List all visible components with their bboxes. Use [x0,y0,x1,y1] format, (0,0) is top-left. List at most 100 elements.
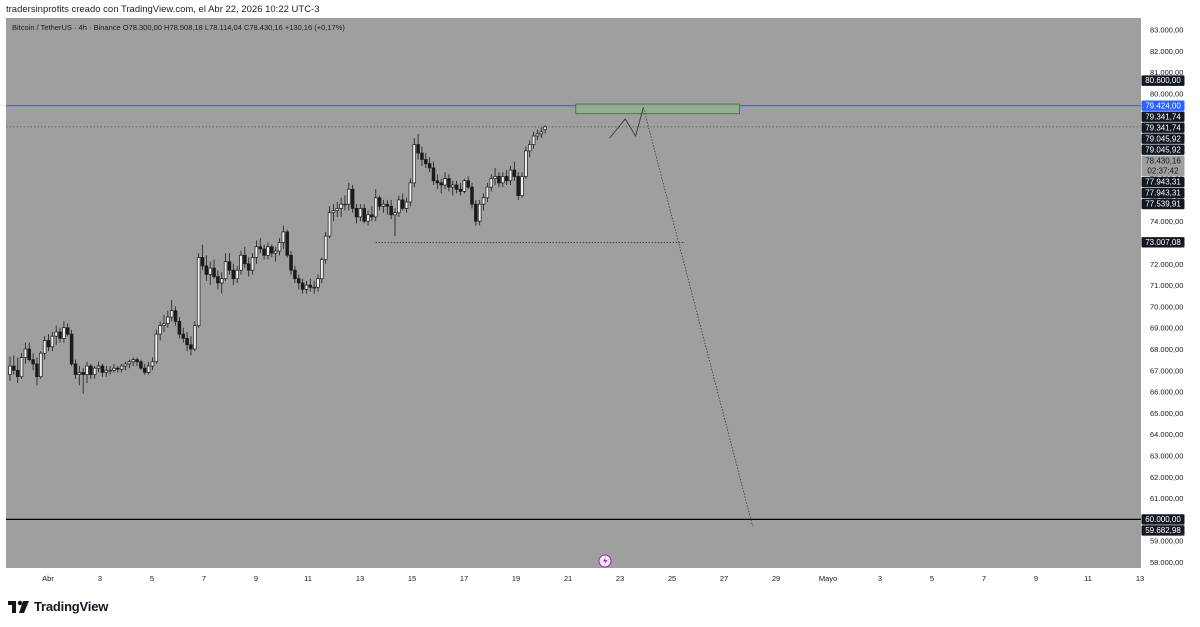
candle-body [354,208,359,218]
candle-body [31,359,35,365]
candle-body [339,203,343,209]
candle-body [404,201,409,209]
candle-body [196,257,201,326]
candle-body [116,367,120,370]
candle-body [389,205,393,216]
candle-body [193,325,197,350]
price-badge-label: 77.539,91 [1145,200,1181,209]
candle-body [104,369,108,373]
candle-body [58,331,62,339]
candle-body [212,267,216,277]
candle-body [477,203,482,222]
price-badge [1141,122,1185,133]
price-tick-label: 81.000,00 [1150,68,1183,77]
price-badge [1141,133,1185,144]
price-tick-label: 82.000,00 [1150,47,1183,56]
price-tick-label: 59.000,00 [1150,537,1183,546]
price-badge-countdown: 02:37:42 [1147,167,1179,176]
candle-body [527,144,532,152]
price-tick-label: 63.000,00 [1150,452,1183,461]
symbol-legend: Bitcoin / TetherUS · 4h · Binance O78.30… [12,23,345,32]
candle-body [223,261,228,280]
time-tick-label: 5 [930,574,934,583]
price-tick-label: 66.000,00 [1150,388,1183,397]
price-tick-label: 64.000,00 [1150,430,1183,439]
candle-body [323,235,328,260]
price-tick-label: 74.000,00 [1150,217,1183,226]
time-tick-label: 15 [408,574,416,583]
candle-body [81,372,85,375]
time-tick-label: 7 [982,574,986,583]
candle-body [331,210,336,214]
tradingview-logo[interactable]: TradingView [8,599,108,614]
candle-body [189,344,193,350]
projection-zigzag [609,107,644,139]
candle-body [470,186,474,205]
price-tick-label: 62.000,00 [1150,473,1183,482]
candle-body [520,176,524,196]
candle-body [524,150,528,177]
candle-body [300,282,305,290]
time-tick-label: 3 [98,574,102,583]
candle-body [512,169,517,177]
candle-body [466,180,470,188]
candle-body [85,365,89,375]
price-badge-label: 80.600,00 [1145,76,1181,85]
price-badge-label: 73.007,08 [1145,238,1181,247]
candle-body [166,316,170,324]
price-tick-label: 58.000,00 [1150,558,1183,567]
candle-body [270,246,274,254]
price-tick-label: 83.000,00 [1150,26,1183,35]
candle-body [374,197,378,218]
candle-body [327,212,332,237]
price-badges: 80.600,00 79.424,00 79.341,74 79.341,74 79.0… [1141,75,1185,536]
time-tick-label: 9 [1034,574,1038,583]
candle-body [539,131,544,135]
candle-body [485,186,490,199]
time-tick-label: 23 [616,574,624,583]
candle-body [316,278,320,288]
time-tick-label: Mayo [819,574,837,583]
price-badge-label: 59.682,98 [1145,526,1181,535]
candle-body [208,267,212,275]
plot-background[interactable] [6,18,1141,568]
candle-body [62,327,66,339]
price-tick-label: 68.000,00 [1150,345,1183,354]
candle-body [312,286,316,289]
candle-body [393,212,397,216]
candle-body [220,278,224,284]
candle-body [439,182,443,186]
candle-body [435,180,440,184]
time-tick-label: 11 [304,574,312,583]
price-tick-label: 72.000,00 [1150,260,1183,269]
candle-body [266,246,270,256]
price-badge [1141,155,1185,177]
price-tick-label: 69.000,00 [1150,324,1183,333]
candle-body [46,340,51,348]
candle-body [447,178,451,188]
price-badge [1141,176,1185,188]
target-zone [575,103,740,115]
candle-body [427,163,432,169]
candle-body [385,203,390,207]
candle-body [89,365,93,375]
candle-body [462,180,467,192]
price-badge [1141,144,1185,155]
price-tick-label: 71.000,00 [1150,281,1183,290]
candle-body [293,269,297,280]
candle-body [516,176,520,196]
chart-frame[interactable] [6,18,1194,588]
price-badge-label: 79.341,74 [1145,123,1181,132]
candle-body [531,135,536,145]
candle-body [289,254,293,271]
candle-body [258,246,263,250]
candle-body [177,320,182,335]
candle-body [297,278,301,284]
price-badge-label: 79.424,00 [1145,101,1181,110]
time-tick-label: 17 [460,574,468,583]
time-tick-label: 3 [878,574,882,583]
tradingview-logo-icon [8,600,29,613]
candle-body [143,367,147,373]
candle-body [169,310,174,318]
